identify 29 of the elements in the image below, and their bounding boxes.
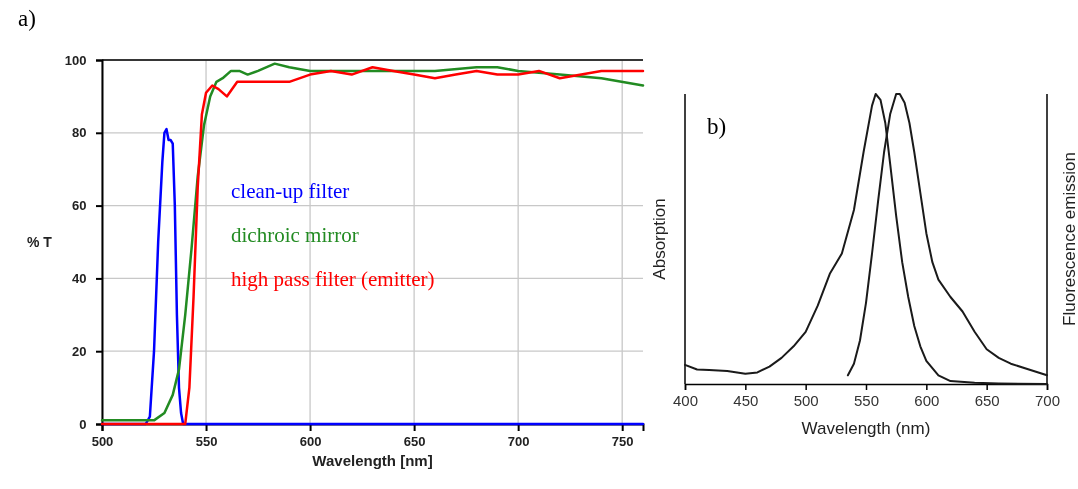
x-tick-label: 600 [914, 391, 940, 409]
x-tick-label: 600 [299, 433, 322, 449]
x-axis-title: Wavelength (nm) [801, 419, 931, 438]
text: clean-up filter [231, 179, 350, 204]
annotation: b) [707, 114, 727, 139]
x-tick-label: 700 [507, 433, 530, 449]
x-tick-label: 650 [403, 433, 426, 449]
y2-axis-title: Fluorescence emission [1060, 152, 1078, 326]
y-tick-label: 20 [72, 343, 87, 359]
x-tick-label: 550 [853, 391, 880, 409]
x-tick-label: 400 [672, 391, 699, 409]
x-tick-label: 450 [733, 391, 759, 409]
x-tick-label: 550 [195, 433, 218, 449]
x-tick-label: 700 [1034, 391, 1061, 409]
y-tick-label: 40 [72, 271, 87, 287]
series-label: high pass filter (emitter) [231, 267, 435, 292]
series-label: dichroic mirror [231, 223, 359, 248]
x-tick-label: 650 [974, 391, 1000, 409]
x-tick-label: 500 [91, 433, 114, 449]
x-tick-label: 500 [793, 391, 819, 409]
text: a) [18, 6, 36, 31]
y-tick-label: 0 [79, 416, 87, 432]
y-tick-label: 100 [64, 52, 87, 68]
x-axis-title: Wavelength [nm] [312, 452, 433, 469]
y-tick-label: 80 [72, 125, 87, 141]
y-tick-label: 60 [72, 198, 87, 214]
y-axis-title: % T [27, 234, 53, 250]
x-tick-label: 750 [611, 433, 634, 449]
y-axis-title: Absorption [650, 198, 669, 280]
